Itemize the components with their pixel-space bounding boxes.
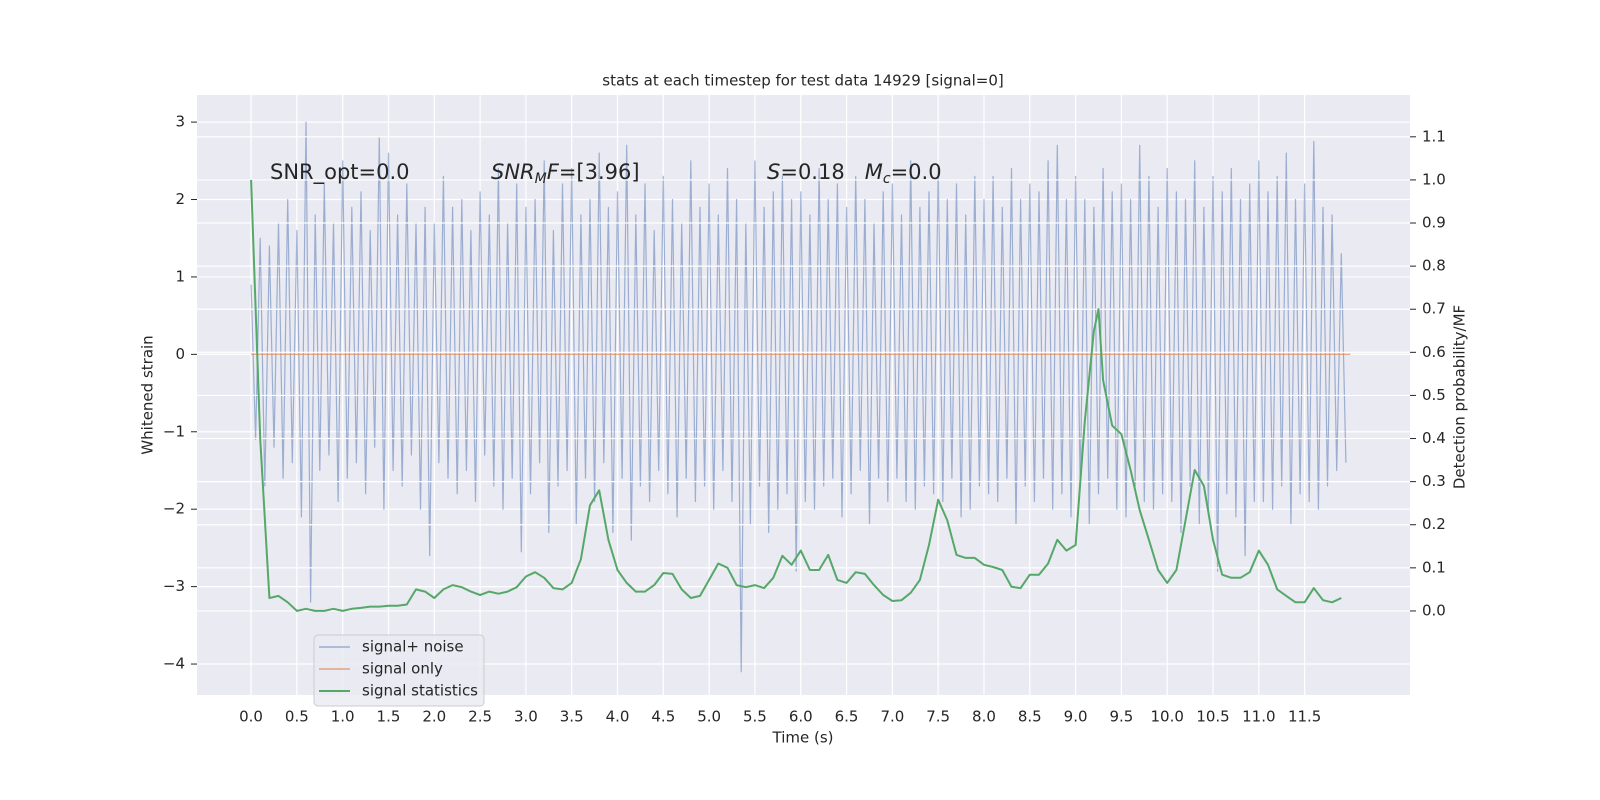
annotation: SNRMF=[3.96]: [491, 160, 640, 187]
annotation-part: =[3.96]: [559, 160, 640, 184]
y2-tick-label: 0.7: [1422, 300, 1446, 318]
y2-tick-label: 0.0: [1422, 601, 1446, 619]
annotation-part: M: [865, 160, 883, 184]
annotation-part: S: [767, 160, 780, 184]
annotation: S=0.18 Mc=0.0: [767, 160, 942, 187]
x-tick-label: 2.5: [468, 708, 492, 726]
x-tick-label: 4.0: [606, 708, 630, 726]
y-tick-label: 1: [175, 267, 185, 285]
y-tick-label: −1: [163, 422, 185, 440]
y-tick-label: 0: [175, 345, 185, 363]
x-tick-label: 0.5: [285, 708, 309, 726]
legend-label: signal only: [362, 660, 443, 678]
x-tick-label: 8.5: [1018, 708, 1042, 726]
y-tick-label: −3: [163, 577, 185, 595]
x-tick-label: 10.5: [1196, 708, 1229, 726]
annotation-part: SNR_opt=0.0: [270, 160, 410, 185]
x-tick-label: 7.0: [880, 708, 904, 726]
annotation-part: c: [883, 171, 891, 187]
x-axis-label: Time (s): [772, 729, 834, 747]
x-tick-label: 6.0: [789, 708, 813, 726]
annotation: SNR_opt=0.0: [270, 160, 410, 185]
y-tick-label: 3: [175, 113, 185, 131]
y2-tick-label: 0.4: [1422, 429, 1446, 447]
chart-title: stats at each timestep for test data 149…: [602, 72, 1003, 90]
y2-tick-label: 0.9: [1422, 214, 1446, 232]
x-tick-label: 2.0: [422, 708, 446, 726]
x-tick-label: 1.5: [377, 708, 401, 726]
y2-tick-label: 0.3: [1422, 472, 1446, 490]
x-tick-label: 7.5: [926, 708, 950, 726]
x-tick-label: 11.5: [1288, 708, 1321, 726]
annotation-part: SNR: [491, 160, 535, 184]
x-tick-label: 5.5: [743, 708, 767, 726]
x-tick-label: 8.0: [972, 708, 996, 726]
y2-tick-label: 0.2: [1422, 515, 1446, 533]
y-tick-label: −4: [163, 655, 185, 673]
y2-tick-label: 1.1: [1422, 127, 1446, 145]
series-line: [250, 121, 1347, 673]
legend-label: signal statistics: [362, 682, 478, 700]
y2-tick-label: 0.6: [1422, 343, 1446, 361]
x-tick-label: 6.5: [835, 708, 859, 726]
x-tick-label: 10.0: [1151, 708, 1184, 726]
annotation-part: F: [547, 160, 560, 184]
y2-tick-label: 0.1: [1422, 558, 1446, 576]
y2-tick-label: 0.8: [1422, 257, 1446, 275]
series-line: [250, 179, 1342, 612]
y2-tick-label: 0.5: [1422, 386, 1446, 404]
annotation-part: M: [535, 171, 547, 187]
x-tick-label: 0.0: [239, 708, 263, 726]
y-tick-label: −2: [163, 500, 185, 518]
x-tick-label: 1.0: [331, 708, 355, 726]
y-axis-label: Whitened strain: [139, 335, 157, 454]
y2-tick-label: 1.0: [1422, 170, 1446, 188]
x-tick-label: 3.5: [560, 708, 584, 726]
x-tick-label: 4.5: [651, 708, 675, 726]
x-tick-label: 5.0: [697, 708, 721, 726]
x-tick-label: 9.0: [1064, 708, 1088, 726]
x-tick-label: 3.0: [514, 708, 538, 726]
y-tick-label: 2: [175, 190, 185, 208]
legend-label: signal+ noise: [362, 638, 464, 656]
x-tick-label: 9.5: [1109, 708, 1133, 726]
y2-axis-label: Detection probability/MF: [1451, 305, 1469, 489]
annotation-part: =0.0: [891, 160, 942, 184]
annotation-part: =0.18: [780, 160, 864, 184]
x-tick-label: 11.0: [1242, 708, 1275, 726]
legend-box: [313, 634, 485, 707]
